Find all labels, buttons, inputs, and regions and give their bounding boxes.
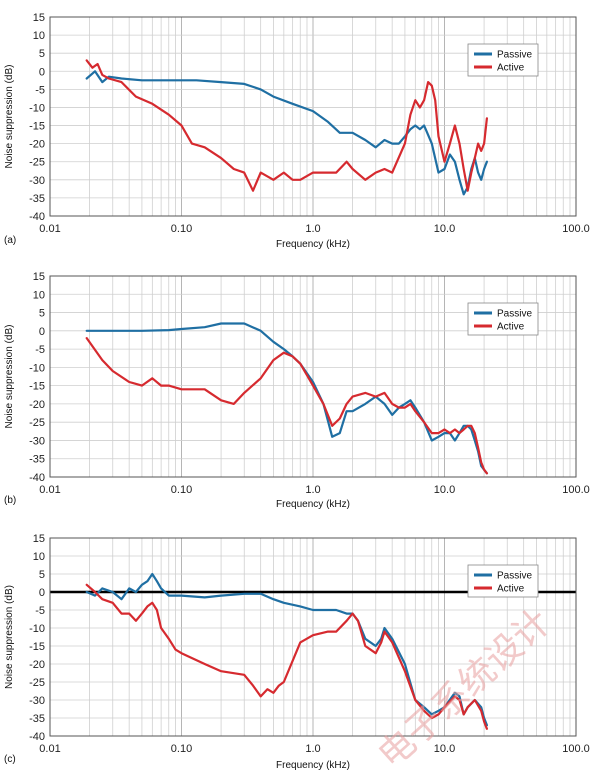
series-line-active	[85, 583, 488, 730]
y-tick-label: 10	[33, 30, 45, 42]
legend-label-active: Active	[497, 63, 525, 74]
y-tick-label: 5	[39, 48, 45, 60]
panel-label: (a)	[4, 235, 16, 246]
plot-frame	[49, 275, 577, 478]
legend: Passive Active	[467, 43, 539, 77]
x-tick-label: 0.01	[39, 743, 60, 755]
y-tick-label: -20	[29, 659, 45, 671]
y-tick-label: -20	[29, 139, 45, 151]
y-tick-label: -10	[29, 623, 45, 635]
y-tick-label: 15	[33, 271, 45, 283]
x-tick-label: 0.10	[171, 743, 192, 755]
x-axis-title: Frequency (kHz)	[276, 239, 350, 250]
y-tick-label: -20	[29, 399, 45, 411]
legend-box	[467, 43, 539, 77]
panel-label: (b)	[4, 495, 16, 506]
y-tick-label: -25	[29, 417, 45, 429]
x-tick-label: 10.0	[434, 223, 455, 235]
x-tick-label: 0.01	[39, 484, 60, 496]
y-axis-title: Noise suppression (dB)	[4, 325, 15, 429]
x-tick-label: 0.10	[171, 223, 192, 235]
panel-label: (c)	[4, 754, 16, 765]
series-line-active	[85, 59, 488, 192]
y-tick-label: 0	[39, 326, 45, 338]
y-axis-title: Noise suppression (dB)	[4, 585, 15, 689]
x-tick-label: 10.0	[434, 484, 455, 496]
x-tick-label: 1.0	[305, 223, 320, 235]
y-tick-label: -35	[29, 193, 45, 205]
y-tick-label: 0	[39, 587, 45, 599]
y-tick-label: -15	[29, 381, 45, 393]
plot-frame	[49, 537, 577, 737]
y-axis-title: Noise suppression (dB)	[4, 65, 15, 169]
x-tick-label: 0.01	[39, 223, 60, 235]
y-tick-label: -30	[29, 175, 45, 187]
x-tick-label: 100.0	[562, 743, 590, 755]
legend-label-passive: Passive	[497, 571, 532, 582]
y-tick-label: -25	[29, 157, 45, 169]
x-tick-label: 1.0	[305, 743, 320, 755]
series-line-passive	[85, 572, 488, 727]
y-tick-label: -5	[35, 605, 45, 617]
plot-frame	[49, 16, 577, 217]
x-tick-label: 1.0	[305, 484, 320, 496]
y-tick-label: -15	[29, 121, 45, 133]
x-tick-label: 100.0	[562, 223, 590, 235]
y-tick-label: -40	[29, 731, 45, 743]
y-tick-label: -10	[29, 102, 45, 114]
series-line-active	[85, 337, 488, 475]
x-axis-title: Frequency (kHz)	[276, 760, 350, 771]
y-tick-label: 10	[33, 289, 45, 301]
y-tick-label: -35	[29, 713, 45, 725]
legend: Passive Active	[467, 564, 539, 598]
chart-panel-1: 15 10 5 0 -5 -10 -15 -20 -25 -30 -35 -400.01 0.10 1.0…	[4, 12, 590, 250]
y-tick-label: -30	[29, 695, 45, 707]
chart-panel-2: 15 10 5 0 -5 -10 -15 -20 -25 -30 -35 -400.01 0.10 1.0…	[4, 271, 590, 510]
series-line-passive	[85, 70, 488, 196]
legend-box	[467, 302, 539, 336]
y-tick-label: 5	[39, 569, 45, 581]
legend-label-passive: Passive	[497, 50, 532, 61]
x-axis-title: Frequency (kHz)	[276, 499, 350, 510]
legend-label-active: Active	[497, 584, 525, 595]
y-tick-label: -5	[35, 84, 45, 96]
legend: Passive Active	[467, 302, 539, 336]
y-tick-label: -40	[29, 211, 45, 223]
y-tick-label: -15	[29, 641, 45, 653]
legend-label-active: Active	[497, 322, 525, 333]
y-tick-label: -40	[29, 472, 45, 484]
y-tick-label: -5	[35, 344, 45, 356]
y-tick-label: 10	[33, 551, 45, 563]
y-tick-label: 15	[33, 12, 45, 24]
y-tick-label: -30	[29, 435, 45, 447]
y-tick-label: 0	[39, 66, 45, 78]
y-tick-label: -35	[29, 454, 45, 466]
y-tick-label: -10	[29, 362, 45, 374]
legend-box	[467, 564, 539, 598]
y-tick-label: 5	[39, 308, 45, 320]
y-tick-label: 15	[33, 533, 45, 545]
x-tick-label: 0.10	[171, 484, 192, 496]
chart-panel-3: 15 10 5 0 -5 -10 -15 -20 -25 -30 -35 -400.01 0.10 1.0…	[4, 533, 590, 771]
y-tick-label: -25	[29, 677, 45, 689]
x-tick-label: 100.0	[562, 484, 590, 496]
legend-label-passive: Passive	[497, 309, 532, 320]
x-tick-label: 10.0	[434, 743, 455, 755]
